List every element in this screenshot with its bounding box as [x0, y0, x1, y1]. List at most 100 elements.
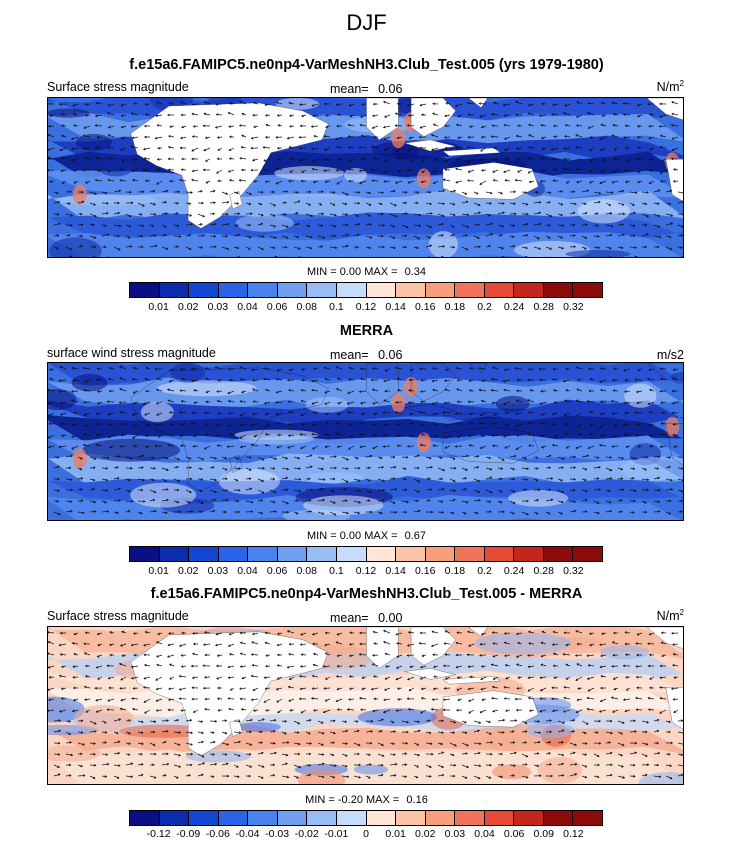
panel-1-map-svg: [48, 98, 683, 257]
colorbar-tick-label: 0.03: [207, 301, 229, 313]
colorbar-tick-label: 0.03: [207, 565, 229, 577]
panel-3-min-value: -0.20: [337, 794, 363, 806]
colorbar-swatch: [189, 283, 219, 297]
panel-2-variable-label: surface wind stress magnitude: [47, 346, 216, 360]
colorbar-tick-label: 0.16: [415, 565, 436, 577]
panel-2-minmax: MIN = 0.00 MAX = 0.67: [306, 530, 426, 542]
colorbar-swatch: [130, 547, 160, 561]
colorbar-tick-label: 0.03: [444, 828, 466, 840]
panel-3-mean-value: 0.00: [378, 611, 403, 625]
panel-2-colorbar: [129, 546, 603, 562]
colorbar-swatch: [396, 547, 426, 561]
colorbar-tick-label: -0.02: [294, 828, 319, 840]
panel-3-map: [47, 626, 684, 785]
colorbar-swatch: [455, 811, 485, 825]
panel-1-colorbar-labels: 0.01 0.02 0.03 0.04 0.06 0.08 0.1 0.12 0.14 0.16 0…: [129, 301, 603, 315]
colorbar-swatch: [277, 283, 308, 297]
colorbar-swatch: [543, 811, 574, 825]
colorbar-swatch: [130, 811, 160, 825]
panel-2-title: MERRA: [339, 323, 394, 339]
panel-3-colorbar-labels: -0.12 -0.09 -0.06 -0.04 -0.03 -0.02 -0.01 0 0.01…: [129, 828, 603, 842]
panel-2-min-value: 0.00: [339, 530, 362, 542]
colorbar-tick-label: 0.06: [266, 301, 288, 313]
colorbar-swatch: [218, 547, 249, 561]
colorbar-tick-label: 0.08: [296, 301, 317, 313]
colorbar-swatch: [484, 283, 515, 297]
colorbar-swatch: [248, 283, 278, 297]
colorbar-swatch: [396, 811, 426, 825]
panel-1-minmax: MIN = 0.00 MAX = 0.34: [306, 266, 426, 278]
colorbar-tick-label: -0.01: [324, 828, 349, 840]
colorbar-swatch: [514, 547, 544, 561]
colorbar-swatch: [573, 547, 602, 561]
colorbar-tick-label: 0.02: [178, 565, 199, 577]
colorbar-swatch: [189, 547, 219, 561]
colorbar-tick-label: 0.12: [355, 565, 377, 577]
colorbar-tick-label: 0.01: [385, 828, 406, 840]
colorbar-tick-label: 0.32: [563, 565, 584, 577]
colorbar-tick-label: -0.04: [235, 828, 260, 840]
colorbar-swatch: [159, 811, 190, 825]
colorbar-tick-label: 0.14: [385, 565, 406, 577]
panel-1-map: [47, 97, 684, 258]
colorbar-tick-label: 0.01: [148, 301, 169, 313]
colorbar-tick-label: 0.24: [503, 301, 525, 313]
colorbar-swatch: [248, 547, 278, 561]
colorbar-swatch: [425, 811, 456, 825]
colorbar-swatch: [484, 547, 515, 561]
panel-3-title: f.e15a6.FAMIPC5.ne0np4-VarMeshNH3.Club_T…: [150, 586, 583, 602]
colorbar-tick-label: 0.28: [533, 301, 554, 313]
panel-3-mean: mean= 0.00: [330, 611, 402, 625]
colorbar-swatch: [218, 811, 249, 825]
colorbar-tick-label: 0.1: [329, 565, 344, 577]
colorbar-swatch: [543, 283, 574, 297]
colorbar-swatch: [425, 547, 456, 561]
panel-1-variable-label: Surface stress magnitude: [47, 80, 189, 94]
colorbar-tick-label: 0.32: [563, 301, 584, 313]
colorbar-swatch: [336, 547, 367, 561]
colorbar-tick-label: 0.02: [178, 301, 199, 313]
colorbar-tick-label: 0.2: [477, 301, 492, 313]
colorbar-swatch: [189, 811, 219, 825]
colorbar-swatch: [366, 283, 397, 297]
colorbar-swatch: [218, 283, 249, 297]
panel-2-mean-value: 0.06: [378, 348, 403, 362]
colorbar-tick-label: 0.08: [296, 565, 317, 577]
colorbar-tick-label: 0.24: [503, 565, 525, 577]
colorbar-swatch: [425, 283, 456, 297]
colorbar-tick-label: 0.14: [385, 301, 406, 313]
panel-1-mean-value: 0.06: [378, 82, 403, 96]
panel-1-units: N/m2: [656, 79, 684, 95]
colorbar-tick-label: 0.09: [533, 828, 554, 840]
panel-1-mean-label: mean=: [330, 82, 369, 96]
colorbar-swatch: [514, 283, 544, 297]
colorbar-swatch: [307, 547, 337, 561]
colorbar-swatch: [336, 283, 367, 297]
colorbar-swatch: [130, 283, 160, 297]
panel-3-colorbar: [129, 810, 603, 826]
colorbar-tick-label: 0.1: [329, 301, 344, 313]
panel-2-mean: mean= 0.06: [330, 348, 402, 362]
panel-3-max-value: 0.16: [406, 794, 428, 806]
colorbar-tick-label: -0.06: [205, 828, 230, 840]
colorbar-tick-label: 0.16: [415, 301, 436, 313]
panel-2-colorbar-labels: 0.01 0.02 0.03 0.04 0.06 0.08 0.1 0.12 0.14 0.16 0…: [129, 565, 603, 579]
panel-1-max-value: 0.34: [404, 266, 426, 278]
colorbar-tick-label: -0.12: [146, 828, 171, 840]
figure-title: DJF: [346, 10, 387, 35]
colorbar-swatch: [277, 547, 308, 561]
panel-1-colorbar: [129, 282, 603, 298]
panel-2-map: [47, 362, 684, 521]
panel-3-map-svg: [48, 627, 683, 784]
colorbar-tick-label: 0.18: [444, 301, 466, 313]
panel-1-mean: mean= 0.06: [330, 82, 402, 96]
colorbar-swatch: [366, 811, 397, 825]
colorbar-swatch: [543, 547, 574, 561]
panel-3-mean-label: mean=: [330, 611, 369, 625]
colorbar-tick-label: 0.2: [477, 565, 492, 577]
colorbar-swatch: [248, 811, 278, 825]
colorbar-swatch: [159, 283, 190, 297]
colorbar-swatch: [514, 811, 544, 825]
panel-2-mean-label: mean=: [330, 348, 369, 362]
panel-2-max-value: 0.67: [404, 530, 426, 542]
